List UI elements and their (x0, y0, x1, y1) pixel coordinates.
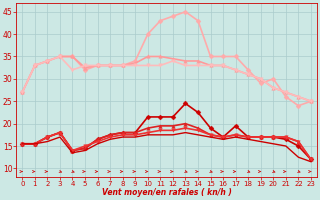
X-axis label: Vent moyen/en rafales ( kn/h ): Vent moyen/en rafales ( kn/h ) (102, 188, 232, 197)
